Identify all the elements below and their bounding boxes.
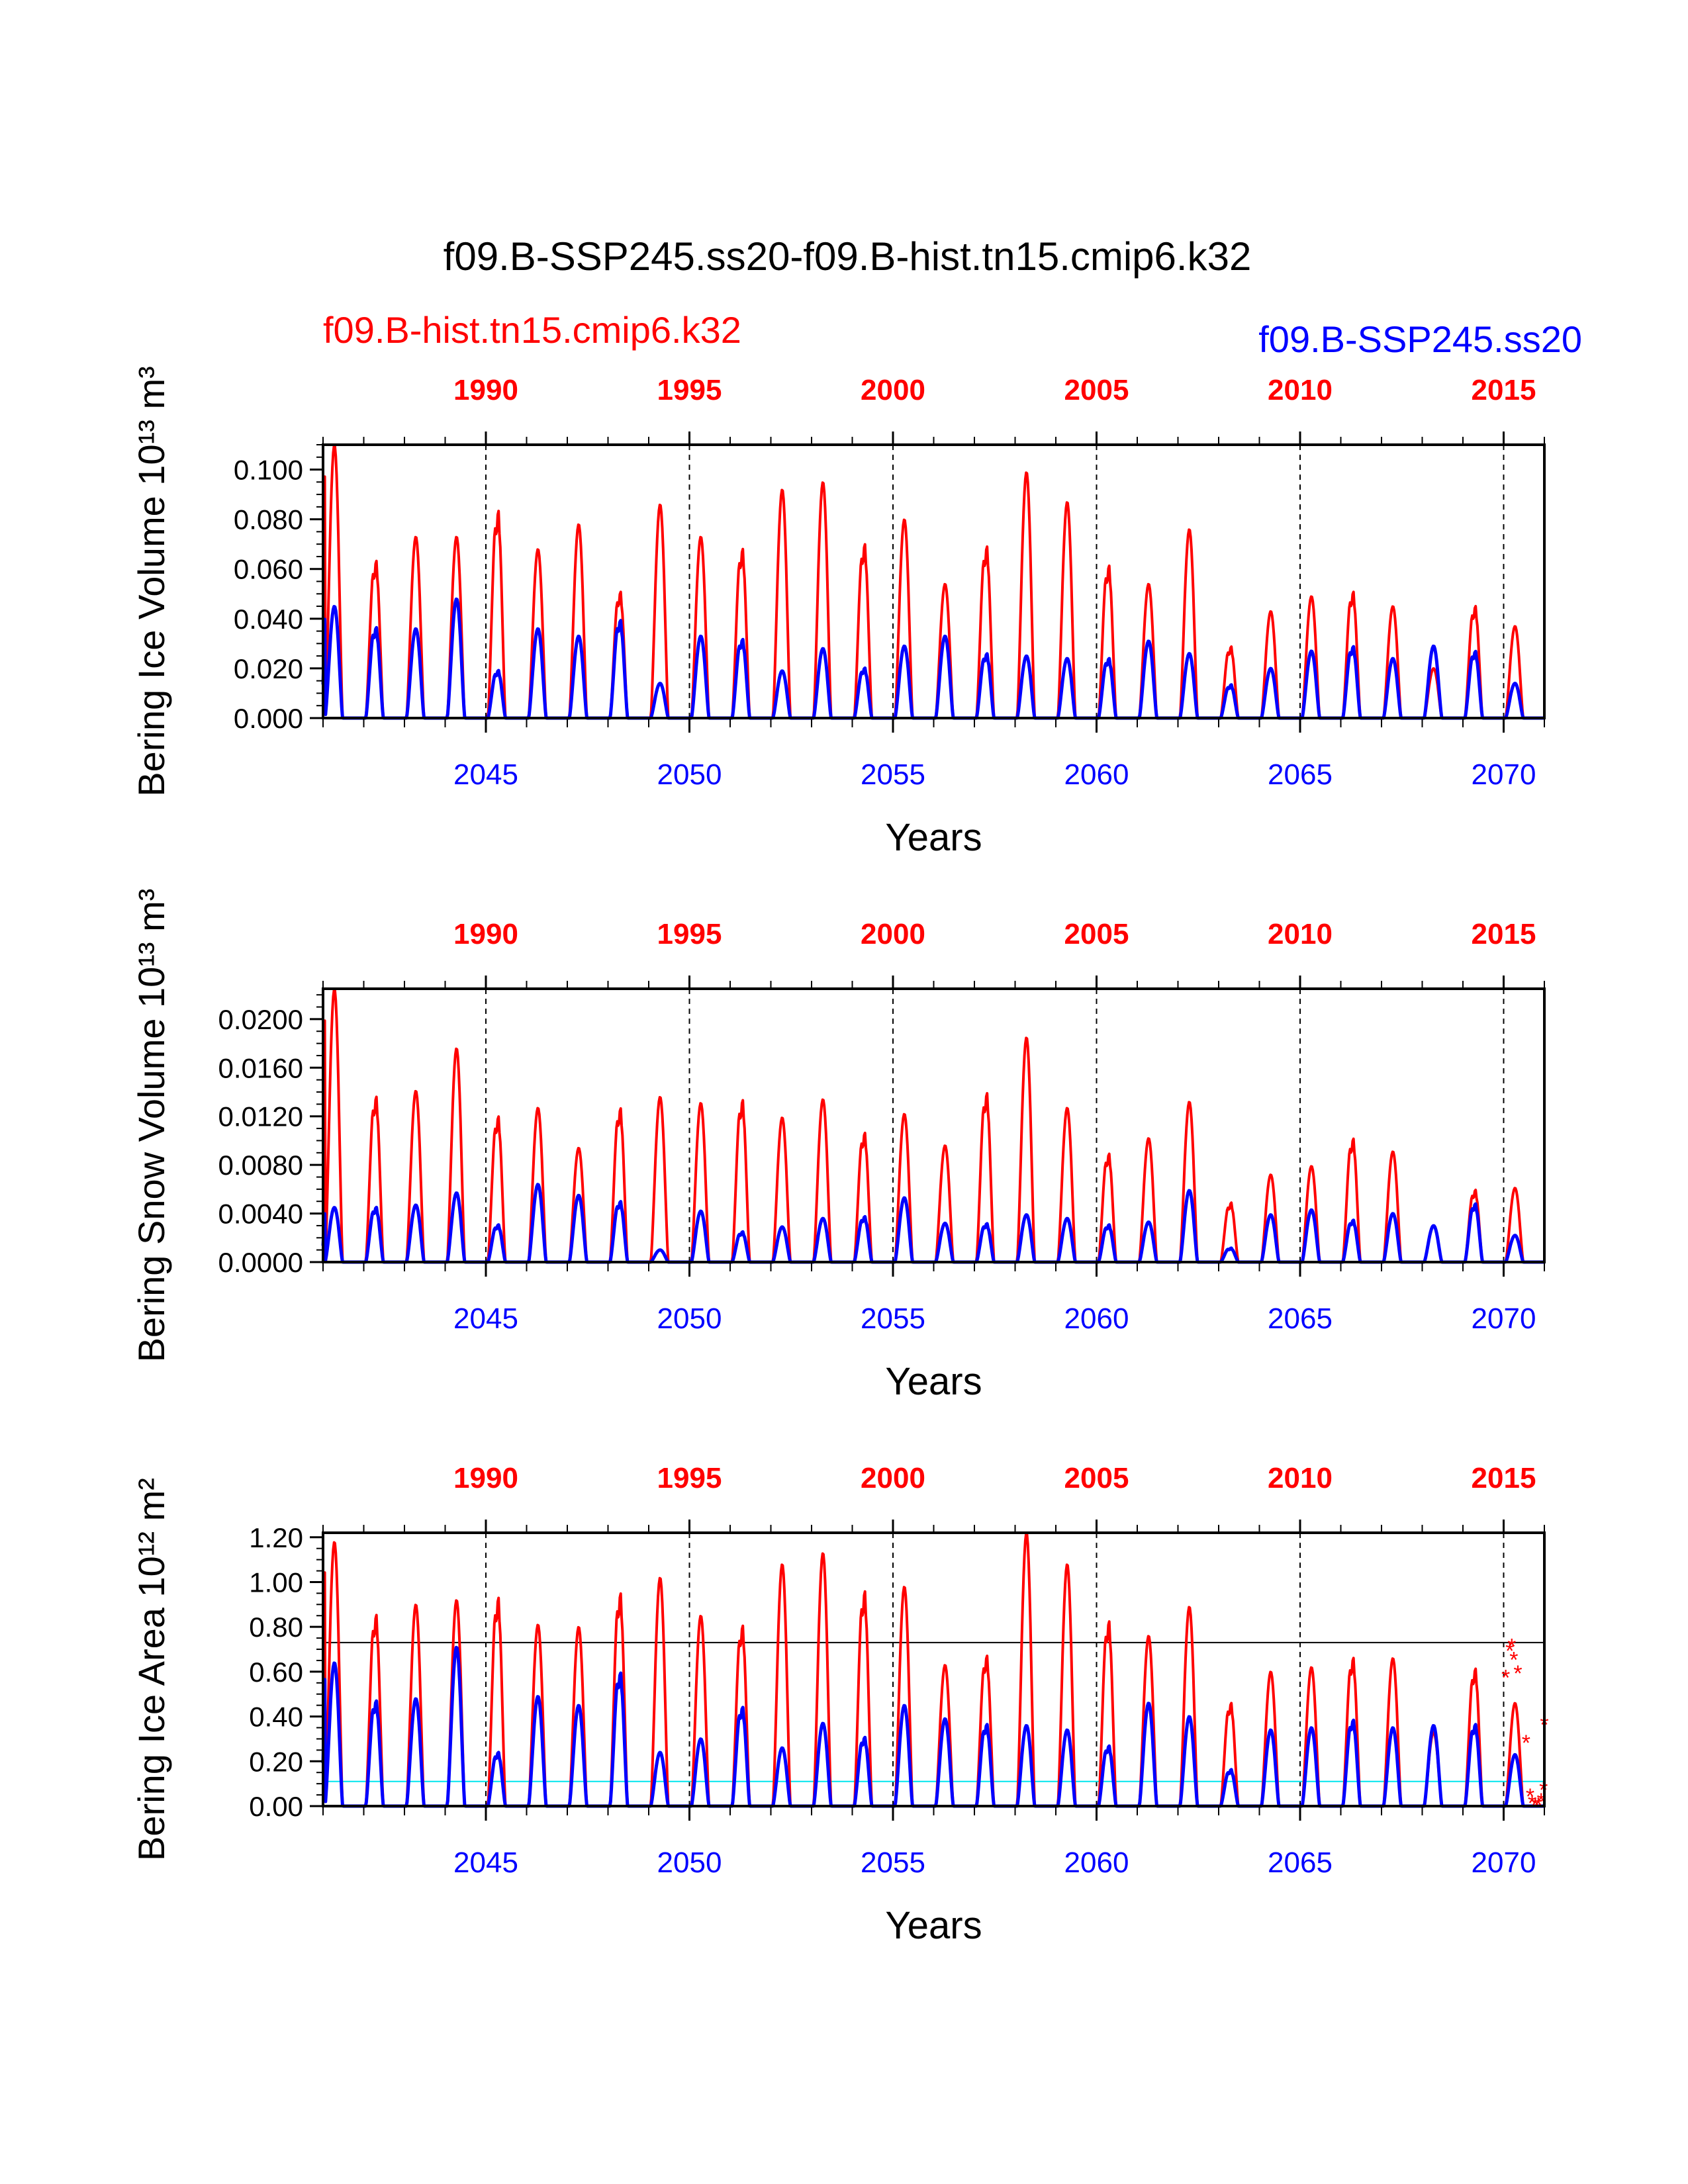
- y-tick-label: 0.040: [234, 604, 303, 635]
- y-tick-label: 0.080: [234, 504, 303, 535]
- plot-frame: [322, 443, 1546, 719]
- x-top-tick-label: 2010: [1268, 918, 1333, 950]
- x-top-tick-label: 2005: [1064, 374, 1129, 406]
- x-top-tick-label: 1995: [657, 1462, 722, 1494]
- y-tick-label: 0.00: [249, 1791, 303, 1822]
- x-bottom-tick-label: 2050: [657, 1302, 722, 1335]
- x-bottom-tick-label: 2065: [1268, 1846, 1333, 1879]
- y-tick-label: 0.0080: [218, 1150, 303, 1181]
- x-bottom-tick-label: 2060: [1064, 1846, 1129, 1879]
- ssp-series-line-panel-1: [321, 597, 1546, 720]
- x-top-tick-label: 1990: [453, 374, 518, 406]
- y-tick-label: 0.0000: [218, 1247, 303, 1278]
- x-top-tick-label: 2010: [1268, 1462, 1333, 1494]
- y-tick-label: 0.0200: [218, 1004, 303, 1035]
- y-axis-title: Bering Ice Volume 10¹³ m³: [130, 366, 172, 796]
- x-bottom-tick-label: 2070: [1472, 758, 1536, 791]
- asterisk-marker: *: [1505, 1639, 1514, 1664]
- x-bottom-tick-label: 2050: [657, 758, 722, 791]
- panel-1: 0.000 0.020 0.040 0.060 0.080 0.100 2045 2050 20…: [130, 366, 1546, 859]
- asterisk-marker: *: [1528, 1791, 1536, 1816]
- y-tick-label: 0.020: [234, 653, 303, 684]
- y-axis-title: Bering Snow Volume 10¹³ m³: [130, 889, 172, 1363]
- x-bottom-tick-label: 2065: [1268, 758, 1333, 791]
- x-bottom-tick-label: 2060: [1064, 1302, 1129, 1335]
- x-axis-title: Years: [885, 1904, 982, 1947]
- panel-2: 0.0000 0.0040 0.0080 0.0120 0.0160 0.0200 2045…: [130, 889, 1546, 1403]
- y-tick-label: 0.0040: [218, 1199, 303, 1230]
- y-tick-label: 0.80: [249, 1612, 303, 1643]
- legend-ssp-label: f09.B-SSP245.ss20: [1258, 318, 1582, 360]
- asterisk-marker: *: [1522, 1731, 1530, 1756]
- x-top-tick-label: 2005: [1064, 1462, 1129, 1494]
- x-top-tick-label: 2015: [1472, 918, 1536, 950]
- x-top-tick-label: 1990: [453, 1462, 518, 1494]
- hist-series-line-panel-2: [322, 988, 1545, 1263]
- asterisk-marker: *: [1507, 1634, 1516, 1659]
- x-bottom-tick-label: 2060: [1064, 758, 1129, 791]
- x-bottom-tick-label: 2045: [453, 1302, 518, 1335]
- asterisk-marker: *: [1501, 1666, 1510, 1691]
- x-top-tick-label: 2015: [1472, 374, 1536, 406]
- x-top-tick-label: 1995: [657, 374, 722, 406]
- x-bottom-tick-label: 2055: [861, 758, 925, 791]
- y-tick-label: 0.060: [234, 554, 303, 585]
- ssp-series-line-panel-3: [321, 1645, 1546, 1808]
- legend-hist-label: f09.B-hist.tn15.cmip6.k32: [323, 309, 741, 351]
- asterisk-marker: *: [1509, 1648, 1518, 1673]
- x-bottom-tick-label: 2055: [861, 1846, 925, 1879]
- y-tick-label: 1.00: [249, 1567, 303, 1598]
- figure-title: f09.B-SSP245.ss20-f09.B-hist.tn15.cmip6.…: [444, 234, 1252, 279]
- y-tick-label: 0.100: [234, 455, 303, 486]
- x-bottom-tick-label: 2070: [1472, 1846, 1536, 1879]
- y-tick-label: 0.60: [249, 1657, 303, 1688]
- x-axis-title: Years: [885, 816, 982, 859]
- x-bottom-tick-label: 2065: [1268, 1302, 1333, 1335]
- x-top-tick-label: 2000: [861, 374, 925, 406]
- x-top-tick-label: 1990: [453, 918, 518, 950]
- x-top-tick-label: 2015: [1472, 1462, 1536, 1494]
- plot-frame: [322, 987, 1546, 1263]
- asterisk-marker: *: [1526, 1784, 1534, 1809]
- x-axis-title: Years: [885, 1360, 982, 1403]
- x-top-tick-label: 2000: [861, 918, 925, 950]
- y-tick-label: 0.0160: [218, 1052, 303, 1083]
- y-tick-label: 0.000: [234, 703, 303, 734]
- x-top-tick-label: 2010: [1268, 374, 1333, 406]
- x-bottom-tick-label: 2045: [453, 1846, 518, 1879]
- y-tick-label: 1.20: [249, 1522, 303, 1553]
- x-bottom-tick-label: 2070: [1472, 1302, 1536, 1335]
- plot-frame: [322, 1531, 1546, 1807]
- y-tick-label: 0.20: [249, 1746, 303, 1777]
- x-top-tick-label: 2005: [1064, 918, 1129, 950]
- hist-series-line-panel-3: [322, 1532, 1545, 1807]
- hist-series-line-panel-1: [322, 444, 1545, 719]
- y-axis-title: Bering Ice Area 10¹² m²: [130, 1478, 172, 1861]
- y-tick-label: 0.40: [249, 1702, 303, 1733]
- ssp-series-line-panel-2: [321, 1183, 1546, 1264]
- x-top-tick-label: 1995: [657, 918, 722, 950]
- x-bottom-tick-label: 2050: [657, 1846, 722, 1879]
- y-tick-label: 0.0120: [218, 1101, 303, 1132]
- x-bottom-tick-label: 2055: [861, 1302, 925, 1335]
- x-top-tick-label: 2000: [861, 1462, 925, 1494]
- asterisk-marker: *: [1513, 1661, 1522, 1686]
- panel-3: *************0.000.200.400.600.801.001.2…: [130, 1462, 1549, 1947]
- x-bottom-tick-label: 2045: [453, 758, 518, 791]
